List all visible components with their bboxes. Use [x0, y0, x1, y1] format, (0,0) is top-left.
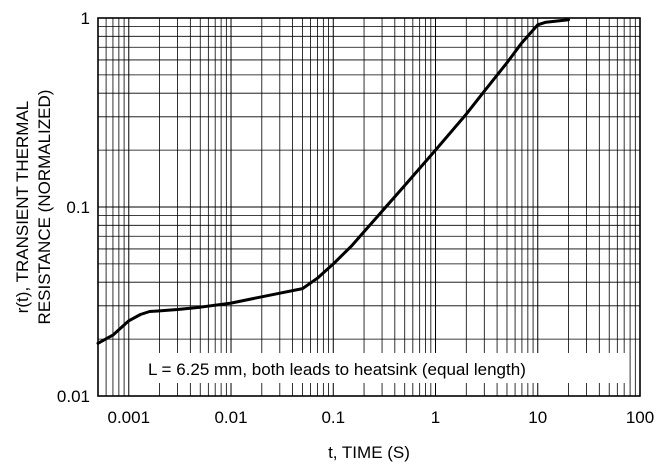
- x-tick-label: 0.001: [108, 408, 151, 427]
- x-tick-label: 0.1: [321, 408, 345, 427]
- x-tick-label: 10: [528, 408, 547, 427]
- y-axis-label-line-2: RESISTANCE (NORMALIZED): [35, 90, 54, 325]
- x-tick-labels: 0.001 0.01 0.1 1 10 100: [108, 408, 655, 427]
- y-tick-label: 1: [81, 9, 90, 28]
- y-tick-label: 0.01: [57, 387, 90, 406]
- x-axis-label: t, TIME (S): [328, 443, 410, 462]
- plot-frame: [97, 17, 641, 397]
- x-tick-label: 100: [626, 408, 654, 427]
- x-tick-label: 1: [431, 408, 440, 427]
- annotation-box: [130, 353, 628, 383]
- annotation-text: L = 6.25 mm, both leads to heatsink (equ…: [148, 360, 526, 379]
- y-tick-labels: 0.01 0.1 1: [57, 9, 90, 406]
- series-group: [96, 18, 570, 345]
- y-axis-label-line-1: r(t), TRANSIENT THERMAL: [13, 101, 32, 314]
- x-tick-label: 0.01: [214, 408, 247, 427]
- grid: [97, 18, 640, 397]
- y-axis-label: r(t), TRANSIENT THERMAL RESISTANCE (NORM…: [13, 90, 54, 325]
- series-line: [96, 18, 570, 345]
- y-tick-label: 0.1: [66, 198, 90, 217]
